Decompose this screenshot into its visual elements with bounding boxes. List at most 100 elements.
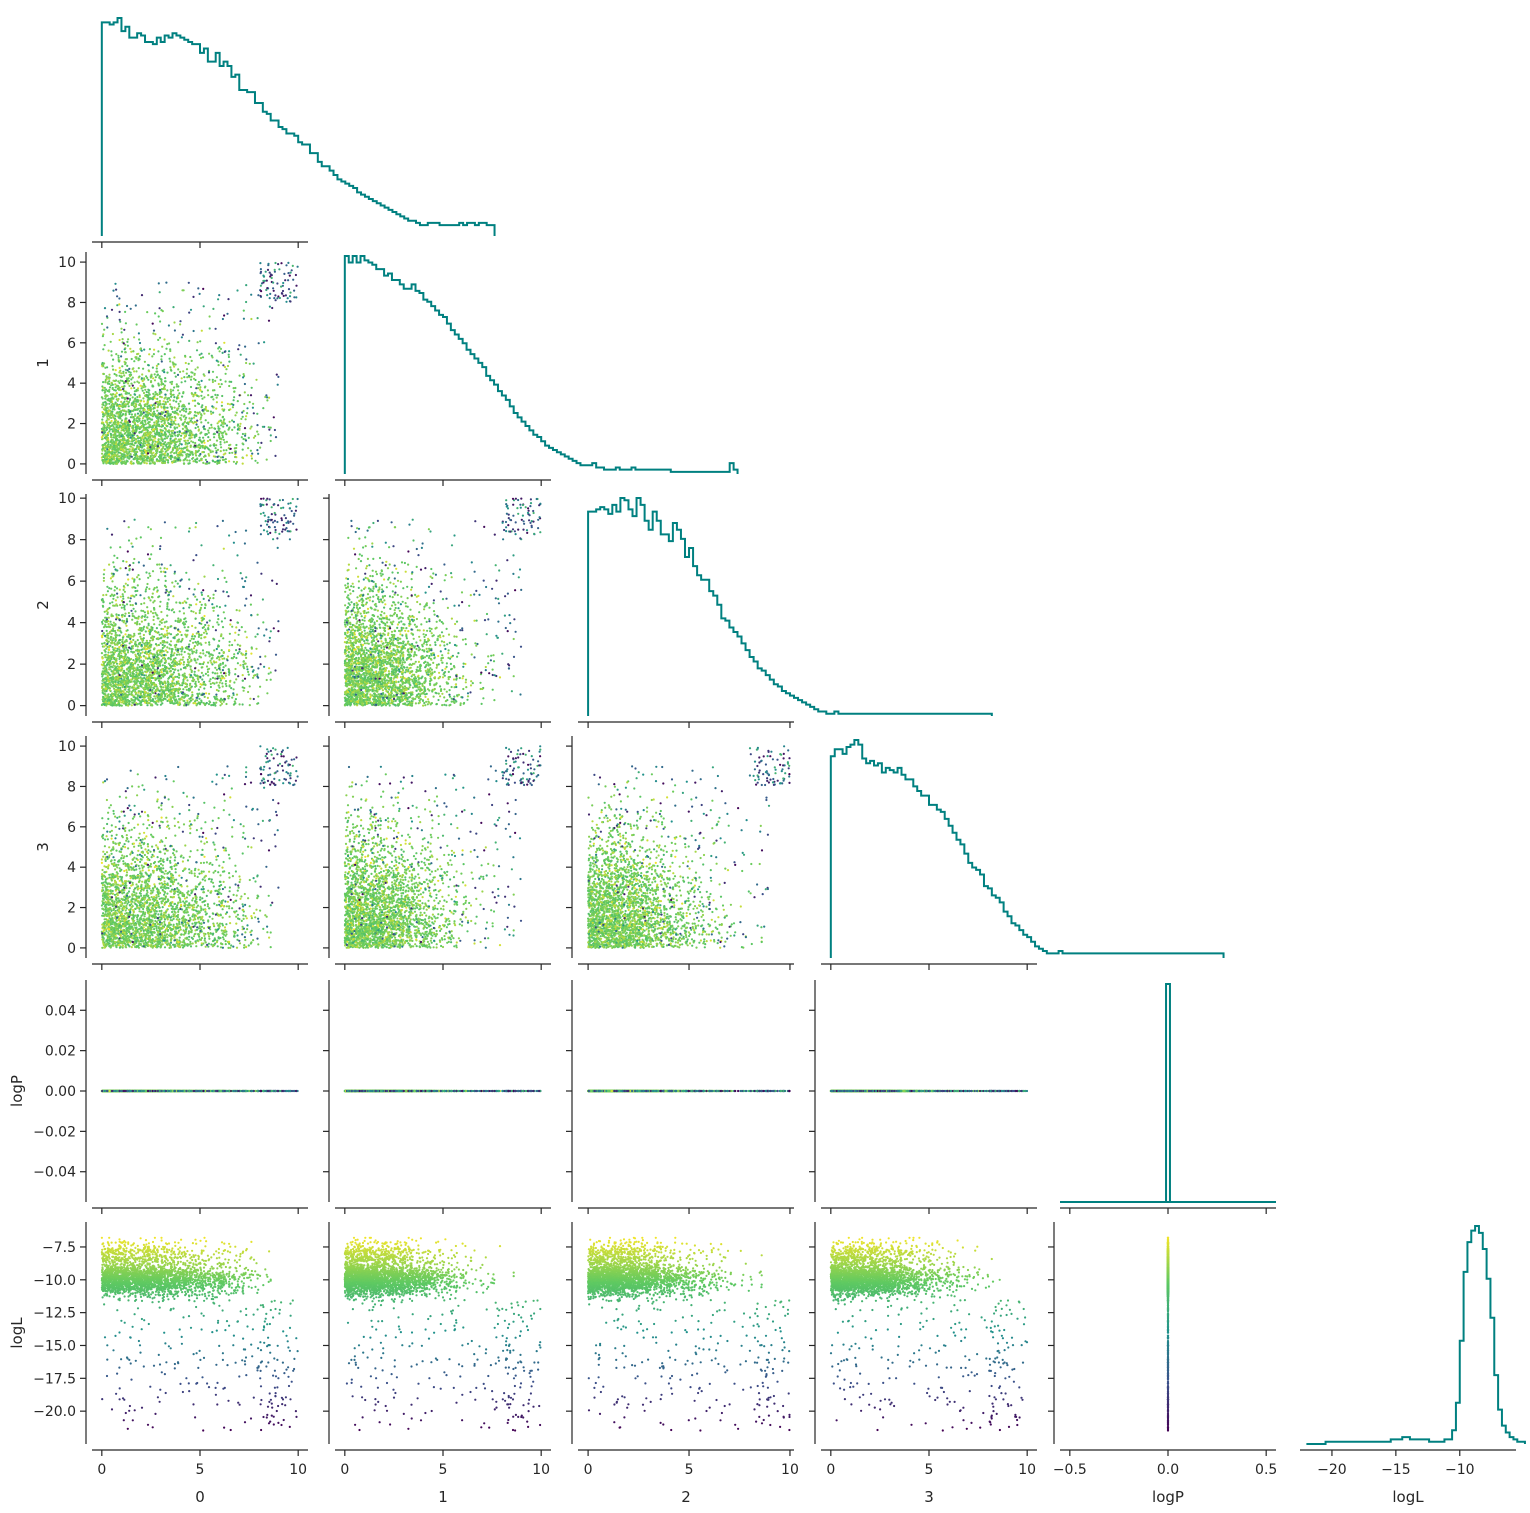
y-tick-label: 0 xyxy=(67,457,76,473)
x-tick-label: 0 xyxy=(97,1462,106,1478)
y-tick-label: −20.0 xyxy=(33,1404,76,1420)
subplot-logP-vs-1 xyxy=(323,980,551,1214)
y-tick-label: −0.04 xyxy=(33,1165,76,1181)
scatter-points xyxy=(100,497,299,707)
subplot-logL-vs-logP: −0.5 0.0 0.5 xyxy=(1048,1222,1277,1478)
y-tick-label: 10 xyxy=(58,491,76,507)
subplot-3-vs-1 xyxy=(323,736,551,970)
histogram-logP xyxy=(1165,983,1171,1202)
y-tick-label: −15.0 xyxy=(33,1338,76,1354)
y-tick-label: 2 xyxy=(67,657,76,673)
histogram-1 xyxy=(343,255,739,474)
y-tick-label: −17.5 xyxy=(33,1371,76,1387)
y-tick-label: 6 xyxy=(67,336,76,352)
y-tick-label: 8 xyxy=(67,779,76,795)
y-tick-label: −7.5 xyxy=(42,1240,76,1256)
y-tick-label: 0.02 xyxy=(45,1044,76,1060)
y-tick-label: 2 xyxy=(67,901,76,917)
x-tick-label: 5 xyxy=(439,1462,448,1478)
y-tick-label: 0.04 xyxy=(45,1003,76,1019)
scatter-points xyxy=(100,261,299,465)
x-tick-label: −20 xyxy=(1317,1462,1347,1478)
x-axis-label-logP: logP xyxy=(1152,1488,1184,1506)
subplot-2-vs-0: 0 2 4 6 8 10 xyxy=(58,491,308,728)
y-tick-label: 4 xyxy=(67,860,76,876)
x-axis-label-3: 3 xyxy=(924,1488,934,1506)
y-tick-label: 4 xyxy=(67,376,76,392)
x-tick-label: 0 xyxy=(584,1462,593,1478)
y-tick-label: 0.00 xyxy=(45,1084,76,1100)
y-tick-label: 8 xyxy=(67,533,76,549)
y-axis-label-2: 2 xyxy=(34,600,52,610)
subplot-logP-vs-0: 0.04 0.02 0.00 −0.02 −0.04 xyxy=(33,980,308,1214)
subplot-logP-vs-2 xyxy=(566,980,794,1214)
scatter-points xyxy=(100,1236,299,1432)
subplot-1-vs-1 xyxy=(335,255,739,486)
x-tick-label: 5 xyxy=(925,1462,934,1478)
subplot-logP-vs-logP xyxy=(1060,983,1276,1214)
y-tick-label: 10 xyxy=(58,255,76,271)
y-tick-label: 2 xyxy=(67,417,76,433)
x-tick-label: 0.5 xyxy=(1255,1462,1277,1478)
y-axis-label-logL: logL xyxy=(8,1317,26,1349)
scatter-points xyxy=(100,1089,299,1093)
scatter-points xyxy=(343,1236,542,1432)
subplot-logL-vs-logL: −20 −15 −10 xyxy=(1300,1225,1526,1478)
subplot-3-vs-0: 0 2 4 6 8 10 xyxy=(58,736,308,970)
x-tick-label: 0 xyxy=(826,1462,835,1478)
scatter-points xyxy=(343,497,542,707)
histogram-0 xyxy=(100,17,496,236)
subplot-logL-vs-3: 0 5 10 xyxy=(809,1222,1037,1478)
subplot-2-vs-1 xyxy=(323,494,551,728)
scatter-points xyxy=(829,1089,1029,1093)
y-tick-label: 0 xyxy=(67,699,76,715)
histogram-3 xyxy=(829,739,1225,958)
subplot-logL-vs-2: 0 5 10 xyxy=(566,1222,799,1478)
subplot-logL-vs-0: 0 5 10 −7.5 −10.0 −12.5 −15.0 −17.5 −20.0 xyxy=(33,1222,308,1478)
y-tick-label: −10.0 xyxy=(33,1273,76,1289)
histogram-logL xyxy=(1306,1225,1526,1445)
x-tick-label: 0 xyxy=(340,1462,349,1478)
y-axis-label-1: 1 xyxy=(34,358,52,368)
scatter-points xyxy=(1166,1236,1170,1432)
x-tick-label: 5 xyxy=(196,1462,205,1478)
subplot-3-vs-3 xyxy=(821,739,1225,970)
subplot-2-vs-2 xyxy=(578,497,993,728)
x-axis-label-2: 2 xyxy=(681,1488,691,1506)
scatter-points xyxy=(587,1089,791,1093)
x-axis-label-0: 0 xyxy=(195,1488,205,1506)
subplot-0-vs-0 xyxy=(92,17,496,248)
y-tick-label: 10 xyxy=(58,739,76,755)
scatter-points xyxy=(587,1236,791,1432)
scatter-points xyxy=(829,1236,1029,1432)
x-axis-label-1: 1 xyxy=(438,1488,448,1506)
subplot-logP-vs-3 xyxy=(809,980,1037,1214)
y-tick-label: −0.02 xyxy=(33,1124,76,1140)
scatter-points xyxy=(343,1089,542,1093)
x-tick-label: 10 xyxy=(289,1462,307,1478)
y-tick-label: 8 xyxy=(67,295,76,311)
x-tick-label: 0.0 xyxy=(1157,1462,1179,1478)
subplot-3-vs-2 xyxy=(566,736,794,970)
y-axis-label-logP: logP xyxy=(8,1075,26,1107)
y-tick-label: 6 xyxy=(67,574,76,590)
scatter-points xyxy=(343,745,542,950)
y-tick-label: −12.5 xyxy=(33,1306,76,1322)
y-axis-label-3: 3 xyxy=(34,842,52,852)
y-tick-label: 6 xyxy=(67,820,76,836)
x-tick-label: 5 xyxy=(685,1462,694,1478)
x-tick-label: 10 xyxy=(532,1462,550,1478)
x-tick-label: −10 xyxy=(1445,1462,1475,1478)
x-axis-label-logL: logL xyxy=(1392,1488,1424,1506)
y-tick-label: 4 xyxy=(67,616,76,632)
scatter-points xyxy=(100,745,299,950)
x-tick-label: 10 xyxy=(1018,1462,1036,1478)
subplot-logL-vs-1: 0 5 10 xyxy=(323,1222,551,1478)
x-tick-label: −15 xyxy=(1381,1462,1411,1478)
x-tick-label: 10 xyxy=(781,1462,799,1478)
x-tick-label: −0.5 xyxy=(1053,1462,1087,1478)
y-tick-label: 0 xyxy=(67,941,76,957)
subplot-1-vs-0: 0 2 4 6 8 10 xyxy=(58,252,308,486)
scatter-points xyxy=(587,745,791,950)
